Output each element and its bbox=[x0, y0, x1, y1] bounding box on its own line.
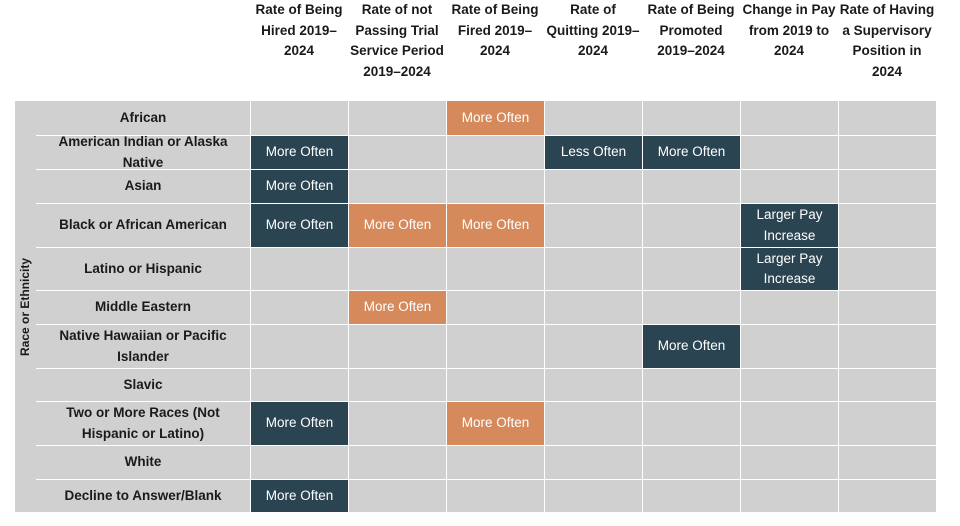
row-label: Native Hawaiian or Pacific Islander bbox=[36, 324, 250, 368]
row-label: Two or More Races (Not Hispanic or Latin… bbox=[36, 401, 250, 445]
table-cell bbox=[838, 169, 936, 203]
column-header: Rate of Having a Supervisory Position in… bbox=[839, 2, 935, 79]
table-cell bbox=[544, 445, 642, 479]
table-cell bbox=[544, 324, 642, 368]
table-cell bbox=[642, 368, 740, 401]
table-cell bbox=[348, 479, 446, 512]
table-cell bbox=[740, 324, 838, 368]
table-cell bbox=[446, 324, 544, 368]
table-cell bbox=[740, 290, 838, 324]
table-cell bbox=[544, 101, 642, 135]
table-cell: More Often bbox=[348, 203, 446, 247]
table-cell bbox=[642, 479, 740, 512]
table-cell bbox=[250, 324, 348, 368]
table-cell bbox=[642, 401, 740, 445]
column-header: Rate of not Passing Trial Service Period… bbox=[350, 2, 444, 79]
table-cell bbox=[838, 479, 936, 512]
column-header: Change in Pay from 2019 to 2024 bbox=[742, 2, 836, 58]
table-cell bbox=[740, 479, 838, 512]
table-cell bbox=[544, 479, 642, 512]
column-header: Rate of Being Fired 2019–2024 bbox=[451, 2, 539, 58]
table-cell bbox=[838, 445, 936, 479]
table-cell bbox=[446, 445, 544, 479]
table-cell bbox=[250, 445, 348, 479]
table-cell bbox=[740, 135, 838, 169]
table-cell bbox=[642, 445, 740, 479]
table-cell bbox=[838, 324, 936, 368]
table-cell bbox=[250, 368, 348, 401]
column-header: Rate of Being Promoted 2019–2024 bbox=[647, 2, 735, 58]
table-cell bbox=[838, 290, 936, 324]
column-header: Rate of Quitting 2019–2024 bbox=[546, 2, 640, 58]
row-label: Middle Eastern bbox=[36, 290, 250, 324]
row-label: Decline to Answer/Blank bbox=[36, 479, 250, 512]
table-cell bbox=[838, 368, 936, 401]
table-cell: More Often bbox=[642, 324, 740, 368]
table-cell: More Often bbox=[250, 203, 348, 247]
table-cell: Larger Pay Increase bbox=[740, 247, 838, 290]
table-cell bbox=[348, 324, 446, 368]
table-cell bbox=[838, 101, 936, 135]
table-cell bbox=[740, 445, 838, 479]
table-cell bbox=[838, 247, 936, 290]
table-cell bbox=[348, 247, 446, 290]
table-cell bbox=[740, 169, 838, 203]
table-cell: Larger Pay Increase bbox=[740, 203, 838, 247]
table-cell bbox=[250, 101, 348, 135]
table-cell bbox=[544, 290, 642, 324]
table-cell bbox=[348, 368, 446, 401]
row-label: White bbox=[36, 445, 250, 479]
table-cell bbox=[446, 368, 544, 401]
table-cell bbox=[642, 101, 740, 135]
table-cell: More Often bbox=[250, 135, 348, 169]
table-cell bbox=[838, 203, 936, 247]
table-cell bbox=[642, 247, 740, 290]
table-cell bbox=[740, 101, 838, 135]
row-label: African bbox=[119, 109, 167, 125]
table-cell bbox=[348, 169, 446, 203]
table-cell: More Often bbox=[446, 101, 544, 135]
table-cell: More Often bbox=[642, 135, 740, 169]
table-cell bbox=[544, 401, 642, 445]
table-cell bbox=[446, 247, 544, 290]
table-cell bbox=[544, 203, 642, 247]
table-cell bbox=[348, 135, 446, 169]
row-label: American Indian or Alaska Native bbox=[36, 134, 250, 170]
table-cell: More Often bbox=[446, 203, 544, 247]
table-cell bbox=[544, 169, 642, 203]
table-cell: Less Often bbox=[544, 135, 642, 169]
row-label: Asian bbox=[36, 169, 250, 203]
table-cell bbox=[348, 445, 446, 479]
table-cell bbox=[740, 368, 838, 401]
table-cell bbox=[446, 135, 544, 169]
table-cell bbox=[838, 401, 936, 445]
table-cell: More Often bbox=[250, 401, 348, 445]
table-cell bbox=[642, 290, 740, 324]
table-cell bbox=[348, 401, 446, 445]
table-cell bbox=[446, 290, 544, 324]
table-cell bbox=[250, 247, 348, 290]
table-cell bbox=[446, 169, 544, 203]
column-headers: Rate of Being Hired 2019–2024 Rate of not… bbox=[0, 0, 960, 100]
row-label: Slavic bbox=[36, 368, 250, 401]
table-cell: More Often bbox=[446, 401, 544, 445]
table-cell bbox=[838, 135, 936, 169]
row-label: Latino or Hispanic bbox=[36, 247, 250, 290]
table-cell: More Often bbox=[348, 290, 446, 324]
row-label: Black or African American bbox=[36, 203, 250, 247]
table-cell bbox=[348, 101, 446, 135]
table-cell: More Often bbox=[250, 479, 348, 512]
table-cell bbox=[544, 247, 642, 290]
table-cell bbox=[250, 290, 348, 324]
table-cell bbox=[642, 203, 740, 247]
table-cell bbox=[642, 169, 740, 203]
table-cell bbox=[544, 368, 642, 401]
table-cell bbox=[446, 479, 544, 512]
table-cell bbox=[740, 401, 838, 445]
table-cell: More Often bbox=[250, 169, 348, 203]
column-header: Rate of Being Hired 2019–2024 bbox=[255, 2, 343, 58]
